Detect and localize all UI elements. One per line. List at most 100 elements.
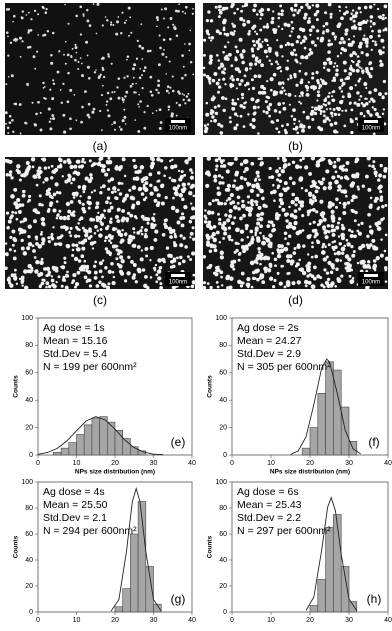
nanoparticle [96, 201, 100, 205]
nanoparticle [350, 279, 354, 283]
nanoparticle [252, 54, 256, 58]
nanoparticle [26, 166, 30, 170]
nanoparticle [115, 33, 118, 36]
nanoparticle [222, 237, 225, 240]
nanoparticle [219, 131, 223, 135]
nanoparticle [52, 117, 55, 120]
nanoparticle [328, 92, 330, 94]
nanoparticle [39, 285, 42, 288]
nanoparticle [189, 168, 193, 172]
nanoparticle [163, 49, 165, 51]
nanoparticle [208, 202, 212, 206]
y-tick-label: 100 [21, 479, 33, 486]
nanoparticle [311, 274, 315, 278]
nanoparticle [350, 234, 354, 238]
nanoparticle [82, 13, 84, 15]
nanoparticle [84, 233, 88, 237]
nanoparticle [300, 6, 303, 9]
nanoparticle [175, 10, 178, 13]
nanoparticle [34, 10, 36, 12]
nanoparticle [104, 217, 106, 219]
nanoparticle [143, 184, 146, 187]
nanoparticle [72, 273, 76, 277]
nanoparticle [352, 195, 357, 200]
nanoparticle [251, 286, 254, 289]
nanoparticle [143, 111, 145, 113]
nanoparticle [223, 221, 227, 225]
nanoparticle [298, 101, 300, 103]
nanoparticle [259, 45, 263, 49]
nanoparticle [291, 115, 293, 117]
nanoparticle [166, 246, 169, 249]
nanoparticle [156, 25, 158, 27]
nanoparticle [286, 259, 290, 263]
nanoparticle [151, 161, 155, 165]
nanoparticle [107, 196, 111, 200]
nanoparticle [63, 257, 66, 260]
nanoparticle [101, 283, 105, 287]
nanoparticle [351, 174, 356, 179]
nanoparticle [9, 284, 13, 288]
nanoparticle [309, 223, 312, 226]
nanoparticle [299, 123, 303, 127]
nanoparticle [385, 257, 389, 261]
nanoparticle [63, 131, 66, 134]
nanoparticle [72, 249, 75, 252]
nanoparticle [362, 264, 367, 269]
nanoparticle [76, 160, 80, 164]
nanoparticle [362, 37, 366, 41]
nanoparticle [120, 238, 124, 242]
nanoparticle [83, 191, 86, 194]
nanoparticle [221, 284, 223, 286]
nanoparticle [242, 49, 246, 53]
nanoparticle [288, 163, 291, 166]
nanoparticle [291, 52, 294, 55]
nanoparticle [243, 170, 246, 173]
nanoparticle [132, 244, 136, 248]
histogram-bar [115, 607, 123, 612]
scale-bar [364, 120, 378, 123]
nanoparticle [111, 124, 113, 126]
nanoparticle [114, 129, 116, 131]
nanoparticle [169, 87, 171, 89]
nanoparticle [18, 210, 22, 214]
nanoparticle [293, 123, 295, 125]
nanoparticle [330, 112, 333, 115]
nanoparticle [223, 28, 226, 31]
nanoparticle [284, 131, 287, 134]
nanoparticle [218, 15, 221, 18]
nanoparticle [229, 120, 232, 123]
nanoparticle [42, 34, 44, 36]
nanoparticle [277, 244, 281, 248]
nanoparticle [70, 55, 72, 57]
nanoparticle [172, 24, 174, 26]
nanoparticle [16, 164, 20, 168]
nanoparticle [102, 184, 106, 188]
annotation: Mean = 15.16 [43, 335, 108, 347]
nanoparticle [351, 69, 355, 73]
nanoparticle [21, 16, 23, 18]
nanoparticle [171, 229, 175, 233]
nanoparticle [304, 165, 308, 169]
nanoparticle [121, 182, 124, 185]
nanoparticle [368, 164, 371, 167]
nanoparticle [256, 213, 260, 217]
nanoparticle [16, 283, 18, 285]
nanoparticle [135, 217, 137, 219]
histogram-bar [341, 407, 349, 455]
nanoparticle [57, 213, 60, 216]
nanoparticle [248, 209, 252, 213]
nanoparticle [33, 208, 37, 212]
nanoparticle [161, 53, 164, 56]
nanoparticle [32, 174, 36, 178]
nanoparticle [222, 51, 225, 54]
histogram-bar [130, 534, 138, 612]
nanoparticle [39, 272, 43, 276]
nanoparticle [188, 50, 190, 52]
nanoparticle [42, 181, 44, 183]
nanoparticle [279, 179, 283, 183]
nanoparticle [144, 66, 147, 69]
nanoparticle [111, 63, 113, 65]
nanoparticle [241, 200, 244, 203]
nanoparticle [153, 238, 157, 242]
